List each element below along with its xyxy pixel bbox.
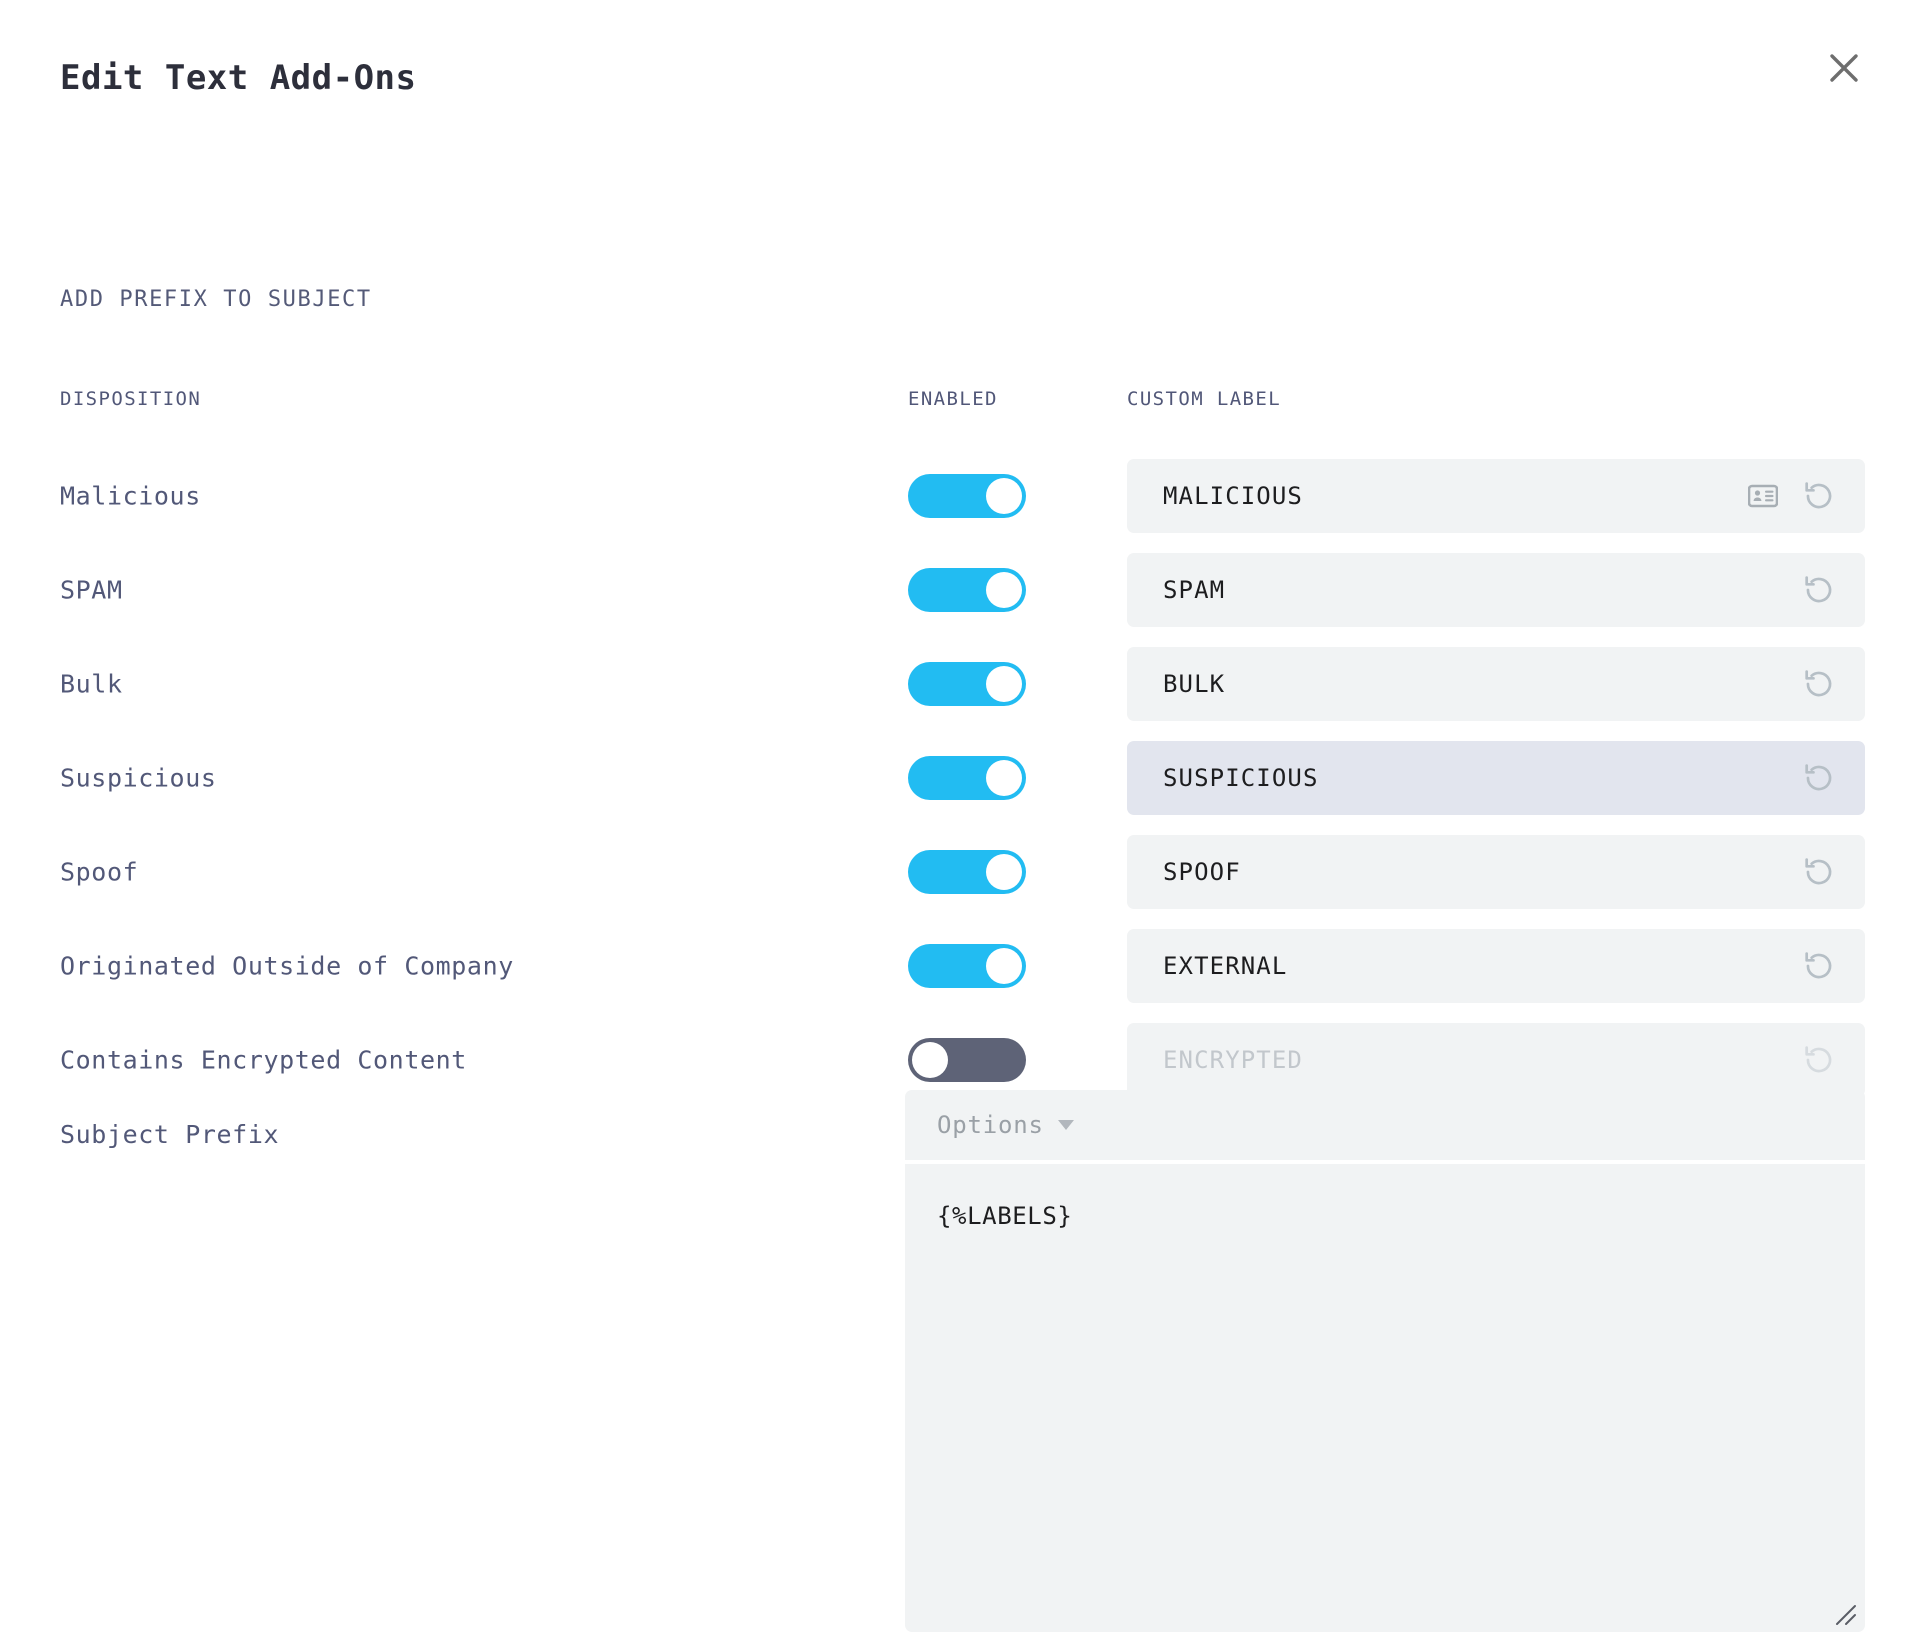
enabled-toggle[interactable] bbox=[908, 474, 1026, 518]
custom-label-input[interactable]: MALICIOUS bbox=[1127, 459, 1865, 533]
resize-handle-icon[interactable] bbox=[1831, 1600, 1857, 1626]
chevron-down-icon bbox=[1057, 1120, 1074, 1130]
toggle-knob bbox=[986, 854, 1022, 890]
reset-icon[interactable] bbox=[1799, 758, 1839, 798]
custom-label-value: BULK bbox=[1163, 670, 1226, 698]
toggle-knob bbox=[912, 1042, 948, 1078]
table-row: Malicious MALICIOUS bbox=[0, 450, 1908, 542]
table-row: Contains Encrypted Content ENCRYPTED bbox=[0, 1014, 1908, 1106]
custom-label-input[interactable]: SPAM bbox=[1127, 553, 1865, 627]
reset-icon[interactable] bbox=[1799, 570, 1839, 610]
table-row: Bulk BULK bbox=[0, 638, 1908, 730]
custom-label-value: SUSPICIOUS bbox=[1163, 764, 1319, 792]
reset-icon[interactable] bbox=[1799, 664, 1839, 704]
table-row: Suspicious SUSPICIOUS bbox=[0, 732, 1908, 824]
custom-label-value: SPOOF bbox=[1163, 858, 1241, 886]
toggle-knob bbox=[986, 760, 1022, 796]
table-row: SPAM SPAM bbox=[0, 544, 1908, 636]
enabled-toggle[interactable] bbox=[908, 756, 1026, 800]
enabled-toggle[interactable] bbox=[908, 1038, 1026, 1082]
reset-icon bbox=[1799, 1040, 1839, 1080]
column-header-disposition: DISPOSITION bbox=[60, 388, 202, 410]
toggle-knob bbox=[986, 572, 1022, 608]
custom-label-value: SPAM bbox=[1163, 576, 1226, 604]
disposition-label: SPAM bbox=[60, 575, 123, 605]
reset-icon[interactable] bbox=[1799, 946, 1839, 986]
toggle-knob bbox=[986, 666, 1022, 702]
disposition-label: Malicious bbox=[60, 481, 201, 511]
reset-icon[interactable] bbox=[1799, 852, 1839, 892]
custom-label-value: MALICIOUS bbox=[1163, 482, 1303, 510]
disposition-label: Spoof bbox=[60, 857, 139, 887]
table-row: Originated Outside of Company EXTERNAL bbox=[0, 920, 1908, 1012]
toggle-knob bbox=[986, 478, 1022, 514]
options-dropdown-button[interactable]: Options bbox=[905, 1090, 1865, 1160]
field-icon-group bbox=[1799, 852, 1865, 892]
enabled-toggle[interactable] bbox=[908, 944, 1026, 988]
reset-icon[interactable] bbox=[1799, 476, 1839, 516]
custom-label-input[interactable]: SPOOF bbox=[1127, 835, 1865, 909]
toggle-knob bbox=[986, 948, 1022, 984]
field-icon-group bbox=[1799, 758, 1865, 798]
page-title: Edit Text Add-Ons bbox=[60, 58, 417, 98]
close-icon[interactable] bbox=[1818, 42, 1870, 94]
contact-card-icon[interactable] bbox=[1743, 476, 1783, 516]
section-label: ADD PREFIX TO SUBJECT bbox=[60, 287, 372, 312]
disposition-label: Originated Outside of Company bbox=[60, 951, 514, 981]
disposition-label: Contains Encrypted Content bbox=[60, 1045, 467, 1075]
table-row: Spoof SPOOF bbox=[0, 826, 1908, 918]
column-header-enabled: ENABLED bbox=[908, 388, 998, 410]
field-icon-group bbox=[1799, 1040, 1865, 1080]
custom-label-value: ENCRYPTED bbox=[1163, 1046, 1303, 1074]
options-dropdown-label: Options bbox=[937, 1111, 1044, 1139]
custom-label-input[interactable]: EXTERNAL bbox=[1127, 929, 1865, 1003]
custom-label-input: ENCRYPTED bbox=[1127, 1023, 1865, 1097]
custom-label-value: EXTERNAL bbox=[1163, 952, 1288, 980]
disposition-label: Suspicious bbox=[60, 763, 217, 793]
subject-prefix-textarea[interactable]: {%LABELS} bbox=[905, 1164, 1865, 1632]
field-icon-group bbox=[1799, 946, 1865, 986]
enabled-toggle[interactable] bbox=[908, 662, 1026, 706]
field-icon-group bbox=[1743, 476, 1865, 516]
field-icon-group bbox=[1799, 570, 1865, 610]
enabled-toggle[interactable] bbox=[908, 568, 1026, 612]
column-header-custom-label: CUSTOM LABEL bbox=[1127, 388, 1282, 410]
subject-prefix-label: Subject Prefix bbox=[60, 1120, 280, 1149]
subject-prefix-value: {%LABELS} bbox=[937, 1202, 1073, 1230]
custom-label-input[interactable]: BULK bbox=[1127, 647, 1865, 721]
enabled-toggle[interactable] bbox=[908, 850, 1026, 894]
custom-label-input[interactable]: SUSPICIOUS bbox=[1127, 741, 1865, 815]
disposition-label: Bulk bbox=[60, 669, 123, 699]
field-icon-group bbox=[1799, 664, 1865, 704]
